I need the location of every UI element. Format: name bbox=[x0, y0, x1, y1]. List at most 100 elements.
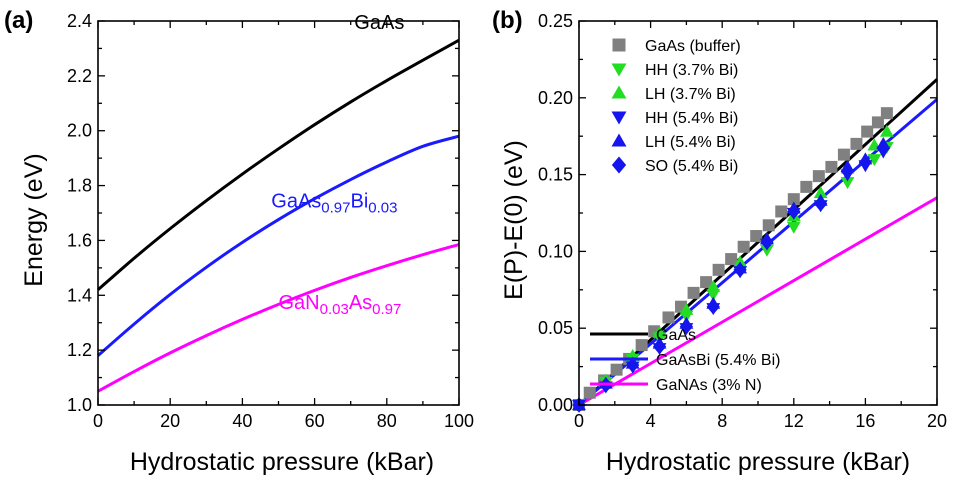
panel-b-point-1 bbox=[867, 154, 882, 167]
panel-b-x-tick-label: 4 bbox=[646, 411, 656, 431]
panel-b-y-tick-label: 0.25 bbox=[538, 11, 573, 31]
panel-b-point-5 bbox=[652, 338, 667, 355]
panel-b-point-2 bbox=[813, 186, 828, 199]
panel-b-point-0 bbox=[861, 125, 874, 138]
panel-b-legend-label-4: LH (5.4% Bi) bbox=[645, 134, 736, 151]
panel-b-legend-marker-0 bbox=[612, 38, 626, 52]
panel-a-y-tick-label: 2.4 bbox=[67, 11, 92, 31]
panel-b-legend-marker-2 bbox=[611, 85, 627, 99]
panel-b-axes: 0 4 8 12 16 20 0.00 0.05 0.10 0.15 0.20 0.25 bbox=[538, 11, 947, 431]
panel-b-legend-label-1: HH (3.7% Bi) bbox=[645, 62, 738, 79]
panel-b-legend-line-label-2: GaNAs (3% N) bbox=[656, 377, 762, 394]
panel-b-point-0 bbox=[635, 339, 648, 352]
panel-b-point-5 bbox=[760, 234, 774, 250]
panel-b-point-0 bbox=[725, 253, 738, 266]
panel-a-plot-frame bbox=[97, 20, 460, 406]
panel-a-x-axis-title: Hydrostatic pressure (kBar) bbox=[130, 448, 434, 476]
panel-a-y-tick-label: 1.4 bbox=[67, 285, 92, 305]
panel-b-x-tick-label: 16 bbox=[855, 411, 875, 431]
panel-b-x-tick-label: 0 bbox=[574, 411, 584, 431]
panel-a-x-tick-label: 20 bbox=[160, 411, 180, 431]
panel-a-curve-labels: GaAs GaAs0.97Bi0.03 GaN0.03As0.97 bbox=[271, 12, 404, 318]
panel-b-x-axis-title: Hydrostatic pressure (kBar) bbox=[606, 448, 910, 476]
panel-b-legend-marker-5 bbox=[611, 156, 627, 174]
panel-b-point-0 bbox=[775, 205, 788, 218]
panel-b-point-0 bbox=[850, 137, 863, 150]
panel-a-series-line-0 bbox=[97, 38, 460, 291]
panel-b-fit-line-2 bbox=[578, 196, 938, 407]
panel-b-point-0 bbox=[583, 386, 596, 399]
panel-b-legend-label-5: SO (5.4% Bi) bbox=[645, 158, 738, 175]
panel-b-x-tick-label: 12 bbox=[784, 411, 804, 431]
panel-a-x-tick-label: 60 bbox=[305, 411, 325, 431]
panel-b-point-0 bbox=[737, 240, 750, 253]
panel-b-point-5 bbox=[787, 203, 801, 220]
panel-b-x-tick-label: 20 bbox=[927, 411, 947, 431]
panel-b-legend-line-label-1: GaAsBi (5.4% Bi) bbox=[656, 352, 780, 369]
panel-b: (b) 0 4 8 12 16 20 0.00 0.05 0.10 0.15 0.20 0.25 Ga… bbox=[492, 7, 947, 476]
panel-b-point-2 bbox=[879, 124, 894, 137]
panel-b-y-tick-label: 0.20 bbox=[538, 88, 573, 108]
panel-b-point-0 bbox=[712, 263, 725, 276]
panel-b-point-0 bbox=[762, 219, 775, 232]
panel-b-point-0 bbox=[800, 180, 813, 193]
panel-a-curves bbox=[97, 38, 460, 393]
panel-b-y-axis-title: E(P)-E(0) (eV) bbox=[500, 140, 528, 300]
panel-b-point-2 bbox=[733, 255, 747, 268]
panel-b-point-5 bbox=[814, 195, 828, 212]
panel-b-point-5 bbox=[876, 140, 890, 157]
panel-b-point-0 bbox=[880, 107, 893, 120]
panel-a-y-tick-label: 1.8 bbox=[67, 176, 92, 196]
panel-b-legend-label-2: LH (3.7% Bi) bbox=[645, 86, 736, 103]
panel-b-x-tick-label: 8 bbox=[717, 411, 727, 431]
panel-b-point-0 bbox=[662, 311, 675, 324]
panel-a-y-tick-label: 1.2 bbox=[67, 340, 92, 360]
panel-b-point-5 bbox=[733, 262, 747, 278]
panel-b-legend-marker-3 bbox=[611, 111, 627, 125]
panel-a-series-line-2 bbox=[97, 243, 460, 393]
panel-b-point-0 bbox=[837, 148, 850, 161]
panel-b-point-5 bbox=[626, 357, 640, 373]
panel-b-point-1 bbox=[706, 289, 721, 302]
panel-b-point-0 bbox=[610, 363, 623, 376]
panel-a-axes: 0 20 40 60 80 100 1.0 1.2 1.4 1.6 1.8 2.0 2.2 2.4 bbox=[67, 11, 474, 431]
panel-b-legend-label-3: HH (5.4% Bi) bbox=[645, 110, 738, 127]
panel-b-marker-legend: GaAs (buffer) HH (3.7% Bi) LH (3.7% Bi) HH … bbox=[611, 38, 741, 175]
panel-b-point-0 bbox=[825, 160, 838, 173]
panel-a-series-line-1 bbox=[97, 134, 460, 357]
panel-a-y-tick-label: 2.2 bbox=[67, 66, 92, 86]
panel-a-curve-label-2: GaN0.03As0.97 bbox=[279, 292, 402, 318]
panel-b-label: (b) bbox=[492, 7, 523, 34]
panel-b-point-0 bbox=[812, 170, 825, 183]
panel-a-x-tick-label: 80 bbox=[377, 411, 397, 431]
panel-b-point-5 bbox=[858, 154, 872, 171]
panel-a-y-tick-label: 2.0 bbox=[67, 121, 92, 141]
panel-b-point-2 bbox=[706, 279, 721, 292]
panel-b-y-tick-label: 0.15 bbox=[538, 165, 573, 185]
panel-b-point-1 bbox=[760, 244, 774, 257]
panel-b-point-2 bbox=[652, 325, 667, 338]
panel-b-point-0 bbox=[871, 116, 884, 129]
panel-b-plot-frame bbox=[578, 20, 938, 406]
panel-b-point-5 bbox=[706, 298, 720, 315]
panel-b-point-0 bbox=[687, 286, 700, 299]
panel-a: (a) 0 20 40 60 80 100 1.0 1.2 1.4 1.6 1.8 2.0 2.2 2.4… bbox=[4, 7, 474, 476]
panel-b-line-legend: GaAs GaAsBi (5.4% Bi) GaNAs (3% N) bbox=[590, 327, 780, 394]
panel-b-point-0 bbox=[750, 230, 763, 243]
panel-b-y-tick-label: 0.10 bbox=[538, 241, 573, 261]
panel-b-point-5 bbox=[679, 318, 693, 335]
panel-a-x-tick-label: 0 bbox=[93, 411, 103, 431]
panel-b-legend-marker-1 bbox=[611, 63, 627, 77]
panel-a-y-tick-label: 1.0 bbox=[67, 395, 92, 415]
panel-b-y-tick-label: 0.00 bbox=[538, 395, 573, 415]
panel-b-point-5 bbox=[840, 163, 855, 180]
panel-a-x-tick-label: 100 bbox=[444, 411, 474, 431]
panel-b-legend-line-label-0: GaAs bbox=[656, 327, 696, 344]
panel-b-point-1 bbox=[786, 221, 801, 234]
panel-b-legend-marker-4 bbox=[611, 133, 627, 147]
panel-a-y-tick-label: 1.6 bbox=[67, 230, 92, 250]
panel-a-curve-label-0: GaAs bbox=[354, 12, 404, 34]
panel-b-legend-label-0: GaAs (buffer) bbox=[645, 38, 741, 55]
panel-a-curve-label-1: GaAs0.97Bi0.03 bbox=[271, 191, 397, 217]
